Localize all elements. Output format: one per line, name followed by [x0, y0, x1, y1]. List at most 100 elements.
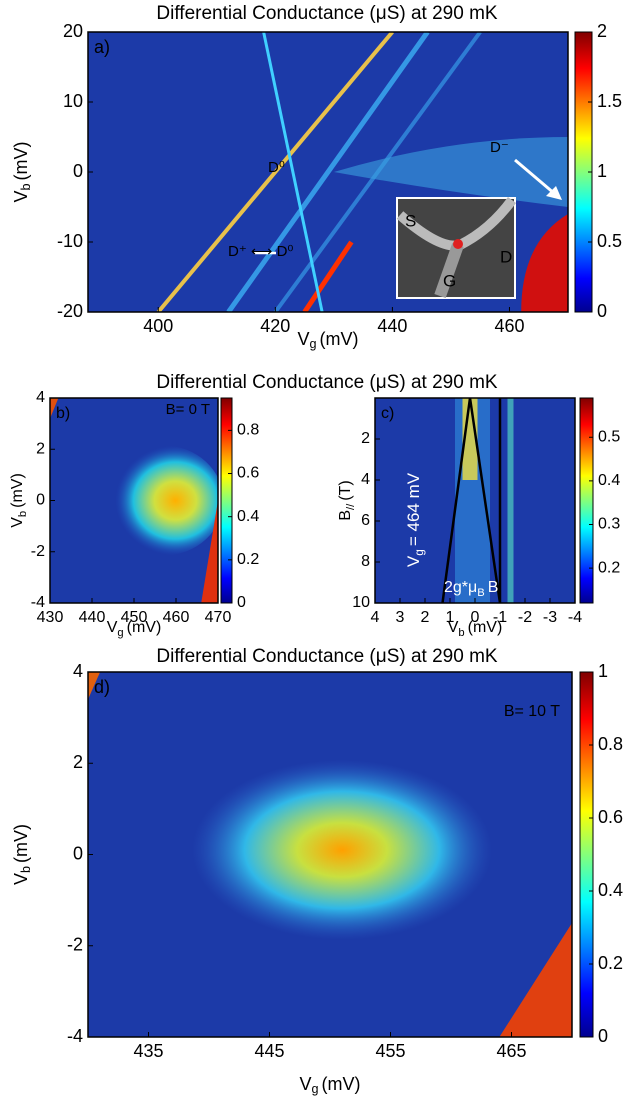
x-tick-label: 400: [143, 316, 173, 336]
y-axis-label-part: (mV): [11, 141, 31, 180]
y-tick-label: 20: [63, 21, 83, 41]
panel-label: c): [381, 405, 394, 422]
y-tick-label: 4: [361, 471, 370, 488]
annotation-part: V: [404, 555, 423, 567]
colorbar-tick-label: 0: [237, 594, 246, 611]
colorbar-tick-label: 0.6: [237, 465, 259, 482]
y-tick-label: 2: [73, 752, 83, 772]
y-axis-label: Vb (mV): [11, 824, 34, 885]
x-tick-label: 4: [371, 609, 380, 626]
y-axis-label-part: (T): [337, 480, 354, 500]
y-axis-label: Vb (mV): [9, 473, 29, 528]
feature: [192, 759, 493, 940]
colorbar-tick-label: 0.3: [598, 516, 620, 533]
y-axis-label: B// (T): [337, 480, 357, 520]
y-axis-label-part: V: [11, 191, 31, 203]
y-tick-label: 2: [361, 430, 370, 447]
annotation-part: B: [477, 587, 484, 599]
annotation: G: [443, 271, 456, 290]
x-tick-label: 435: [133, 1041, 163, 1061]
panel-label: a): [94, 37, 110, 57]
colorbar-tick-label: 0.4: [598, 472, 620, 489]
y-tick-label: 4: [73, 661, 83, 681]
x-axis-label-part: g: [312, 1082, 319, 1096]
x-tick-label: 430: [37, 609, 64, 626]
annotation-part: 2g*μ: [444, 579, 477, 596]
x-tick-label: -4: [568, 609, 582, 626]
chart-title: Differential Conductance (μS) at 290 mK: [156, 646, 497, 667]
heatmap: [88, 672, 572, 1037]
y-tick-label: 10: [352, 594, 370, 611]
x-axis-label-part: g: [310, 337, 317, 351]
chart-title: Differential Conductance (μS) at 290 mK: [156, 3, 497, 24]
colorbar-tick-label: 1: [598, 661, 608, 681]
x-axis-label-part: g: [117, 627, 123, 639]
x-tick-label: 470: [205, 609, 232, 626]
x-tick-label: 440: [79, 609, 106, 626]
y-axis-label-part: V: [9, 517, 26, 528]
colorbar-tick-label: 0.8: [237, 422, 259, 439]
colorbar-tick-label: 0.2: [598, 559, 620, 576]
annotation: B= 10 T: [504, 703, 560, 720]
guide-line: [441, 398, 502, 603]
x-tick-label: 2: [421, 609, 430, 626]
colorbar-tick-label: 0.5: [598, 428, 620, 445]
x-axis-label-part: V: [299, 1074, 311, 1094]
colorbar-tick-label: 0: [597, 301, 607, 321]
y-tick-label: -2: [67, 935, 83, 955]
colorbar-tick-label: 0.2: [237, 551, 259, 568]
x-tick-label: 455: [375, 1041, 405, 1061]
colorbar-tick-label: 0.5: [597, 231, 622, 251]
colorbar-tick-label: 0.4: [598, 880, 623, 900]
x-tick-label: 460: [494, 316, 524, 336]
panel-label: d): [94, 677, 110, 697]
annotation-part: B: [488, 579, 499, 596]
annotation: Vg = 464 mV: [404, 472, 426, 567]
x-tick-label: 1: [446, 609, 455, 626]
chart-title: Differential Conductance (μS) at 290 mK: [156, 372, 497, 393]
y-tick-label: 0: [73, 161, 83, 181]
y-tick-label: 4: [36, 389, 45, 406]
x-tick-label: 3: [396, 609, 405, 626]
y-tick-label: -2: [31, 543, 45, 560]
feature: [333, 137, 568, 207]
inset-gate: [434, 243, 464, 298]
colorbar: [220, 397, 233, 604]
x-axis-label-part: V: [297, 329, 309, 349]
x-axis-label-part: (mV): [127, 619, 162, 636]
feature: [499, 922, 572, 1037]
colorbar-tick-label: 1: [597, 161, 607, 181]
x-tick-label: -2: [518, 609, 532, 626]
y-axis-label-part: b: [19, 866, 33, 873]
y-tick-label: -4: [31, 594, 45, 611]
feature: [302, 240, 354, 312]
annotation: D: [500, 247, 512, 266]
x-tick-label: 440: [377, 316, 407, 336]
y-axis-label-part: V: [11, 873, 31, 885]
panel-label: b): [56, 405, 70, 422]
arrow-head: [546, 186, 562, 200]
y-tick-label: 6: [361, 512, 370, 529]
feature: [156, 32, 394, 312]
colorbar-tick-label: 0.4: [237, 508, 259, 525]
annotation: 2g*μB B: [444, 579, 498, 599]
y-tick-label: 2: [36, 440, 45, 457]
x-axis-label: Vg (mV): [297, 329, 358, 352]
colorbar-tick-label: 0.6: [598, 807, 623, 827]
y-axis-label: Vb (mV): [11, 141, 34, 202]
colorbar-tick-label: 0.2: [598, 953, 623, 973]
feature: [88, 672, 101, 700]
inset-dot: [453, 239, 463, 249]
arrow: [514, 158, 556, 196]
feature: [50, 398, 59, 419]
y-axis-label-part: (mV): [9, 473, 26, 508]
feature: [201, 500, 218, 603]
y-tick-label: 0: [73, 843, 83, 863]
y-axis-label-part: //: [345, 503, 357, 510]
heatmap: [50, 398, 218, 603]
y-axis-label-part: b: [19, 183, 33, 190]
annotation-part: g: [412, 549, 426, 556]
feature: [262, 32, 324, 312]
y-tick-label: -20: [57, 301, 83, 321]
